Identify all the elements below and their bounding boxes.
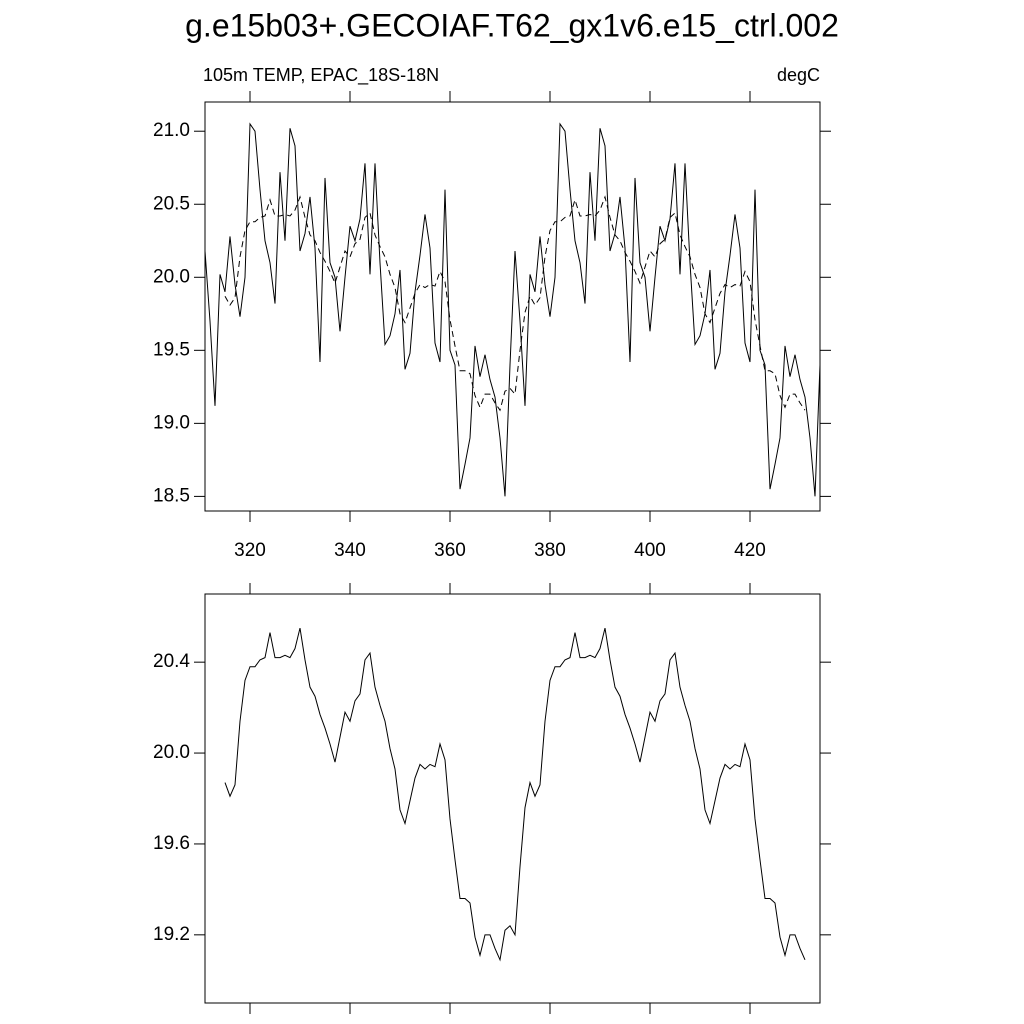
y-tick-label: 19.0 [153,412,190,433]
y-tick-label: 18.5 [153,485,190,506]
y-tick-label: 20.0 [153,266,190,287]
x-tick-label: 380 [534,540,566,561]
plot-frame [204,101,821,512]
y-tick-label: 19.2 [153,924,190,945]
data-line [224,195,806,412]
chart-title: g.e15b03+.GECOIAF.T62_gx1v6.e15_ctrl.002 [185,7,839,43]
plot-frame [204,593,821,1004]
x-tick-label: 360 [434,540,466,561]
y-tick-label: 20.0 [153,742,190,763]
x-tick-label: 400 [634,540,666,561]
y-tick-label: 19.6 [153,833,190,854]
data-line [204,122,821,497]
data-line [224,627,806,962]
y-tick-label: 19.5 [153,339,190,360]
x-tick-label: 420 [734,540,766,561]
y-tick-label: 21.0 [153,120,190,141]
left-label: 105m TEMP, EPAC_18S-18N [203,65,439,86]
x-tick-label: 320 [234,540,266,561]
right-label: degC [777,65,820,85]
y-tick-label: 20.4 [153,651,190,672]
y-tick-label: 20.5 [153,193,190,214]
x-tick-label: 340 [334,540,366,561]
